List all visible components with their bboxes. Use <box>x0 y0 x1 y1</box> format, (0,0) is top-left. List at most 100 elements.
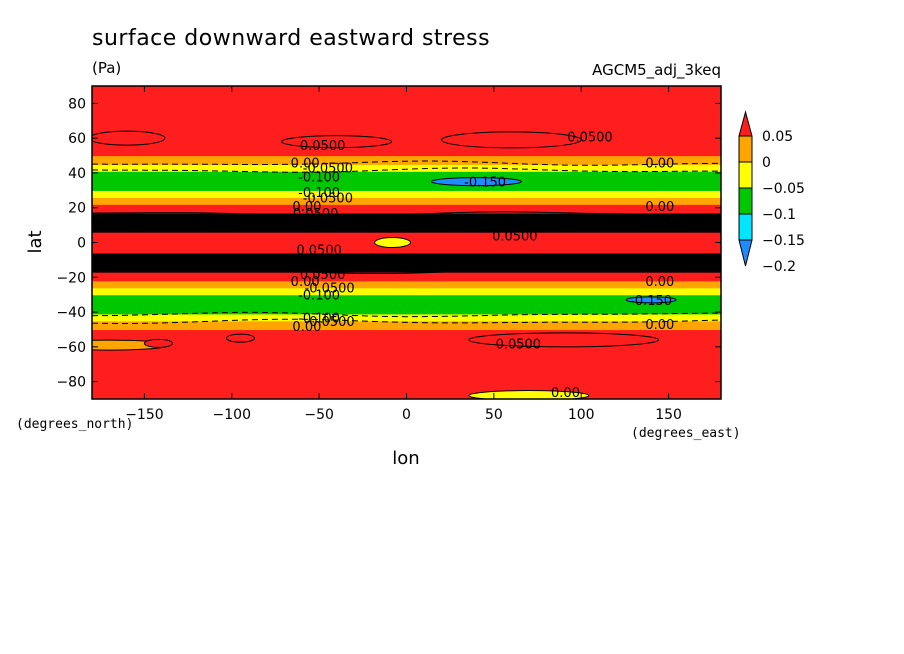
contour-label: -0.100 <box>298 170 340 185</box>
band-row <box>92 324 721 327</box>
band-row <box>92 299 721 303</box>
band-row <box>92 388 721 391</box>
band-row <box>92 146 721 150</box>
band-row <box>92 277 721 280</box>
x-tick-label: 0 <box>402 407 411 423</box>
stress-patch <box>374 237 412 248</box>
band-row <box>92 172 721 176</box>
chart-title: surface downward eastward stress <box>92 26 490 51</box>
band-row <box>92 159 721 162</box>
band-row <box>92 179 721 183</box>
band-row <box>92 303 721 306</box>
y-tick-label: −20 <box>56 270 86 286</box>
band-row <box>92 185 721 188</box>
band-row <box>92 143 721 146</box>
band-row <box>92 322 721 325</box>
y-tick-label: 80 <box>68 96 86 112</box>
band-row <box>92 298 721 301</box>
band-row <box>92 289 721 292</box>
band-row <box>92 148 721 151</box>
band-row <box>92 188 721 191</box>
band-row <box>92 371 721 374</box>
band-row <box>92 178 721 181</box>
band-row <box>92 259 721 263</box>
band-row <box>92 155 721 158</box>
band-row <box>92 312 721 315</box>
band-row <box>92 310 721 313</box>
band-row <box>92 214 721 218</box>
band-row <box>92 252 721 256</box>
band-row <box>92 266 721 270</box>
band-row <box>92 372 721 376</box>
contour-label: 0.00 <box>645 318 674 333</box>
contour-line <box>92 268 721 274</box>
band-row <box>92 385 721 388</box>
band-row <box>92 331 721 334</box>
band-row <box>92 332 721 336</box>
band-row <box>92 284 721 287</box>
band-row <box>92 183 721 186</box>
band-row <box>92 296 721 299</box>
band-row <box>92 348 721 351</box>
band-row <box>92 270 721 273</box>
colorbar-tick-label: 0.05 <box>762 129 793 145</box>
x-unit-label: (degrees_east) <box>631 426 741 441</box>
band-row <box>92 237 721 240</box>
band-row <box>92 364 721 367</box>
stress-patch <box>440 131 582 149</box>
band-row <box>92 221 721 224</box>
colorbar-tick-label: 0 <box>762 155 771 171</box>
contour-line <box>92 318 721 325</box>
band-row <box>92 334 721 337</box>
band-row <box>92 105 721 108</box>
band-row <box>92 343 721 346</box>
band-row <box>92 204 721 207</box>
band-row <box>92 96 721 99</box>
band-row <box>92 378 721 381</box>
contour-label: 0.00 <box>291 157 320 172</box>
band-row <box>92 232 721 235</box>
band-row <box>92 233 721 237</box>
band-row <box>92 195 721 198</box>
band-row <box>92 353 721 357</box>
contour-label: -0.100 <box>298 186 340 201</box>
band-row <box>92 113 721 117</box>
band-row <box>92 136 721 139</box>
band-row <box>92 329 721 332</box>
band-row <box>92 225 721 228</box>
band-row <box>92 193 721 197</box>
band-row <box>92 139 721 143</box>
contour-label: 0.0500 <box>567 130 613 145</box>
chart-subtitle: (Pa) <box>92 59 121 77</box>
stress-patch <box>92 130 166 146</box>
colorbar-tick-label: −0.2 <box>762 259 796 275</box>
band-row <box>92 350 721 353</box>
band-row <box>92 287 721 291</box>
stress-patch <box>430 177 522 187</box>
band-row <box>92 352 721 355</box>
band-row <box>92 235 721 238</box>
band-row <box>92 197 721 200</box>
band-row <box>92 247 721 251</box>
band-row <box>92 292 721 296</box>
band-row <box>92 327 721 331</box>
colorbar-cell <box>738 213 753 241</box>
band-row <box>92 106 721 110</box>
band-row <box>92 258 721 261</box>
contour-label: -0.150 <box>464 176 506 191</box>
band-row <box>92 226 721 230</box>
band-row <box>92 94 721 98</box>
band-row <box>92 263 721 266</box>
band-row <box>92 280 721 284</box>
contour-label: -0.0500 <box>303 162 353 177</box>
band-row <box>92 165 721 169</box>
y-axis-ticks: −80 −60 −40 −20 0 20 40 60 80 <box>56 96 721 391</box>
y-tick-label: −40 <box>56 305 86 321</box>
band-row <box>92 308 721 311</box>
band-row <box>92 383 721 386</box>
band-row <box>92 256 721 259</box>
band-row <box>92 319 721 322</box>
band-row <box>92 365 721 369</box>
band-row <box>92 294 721 298</box>
